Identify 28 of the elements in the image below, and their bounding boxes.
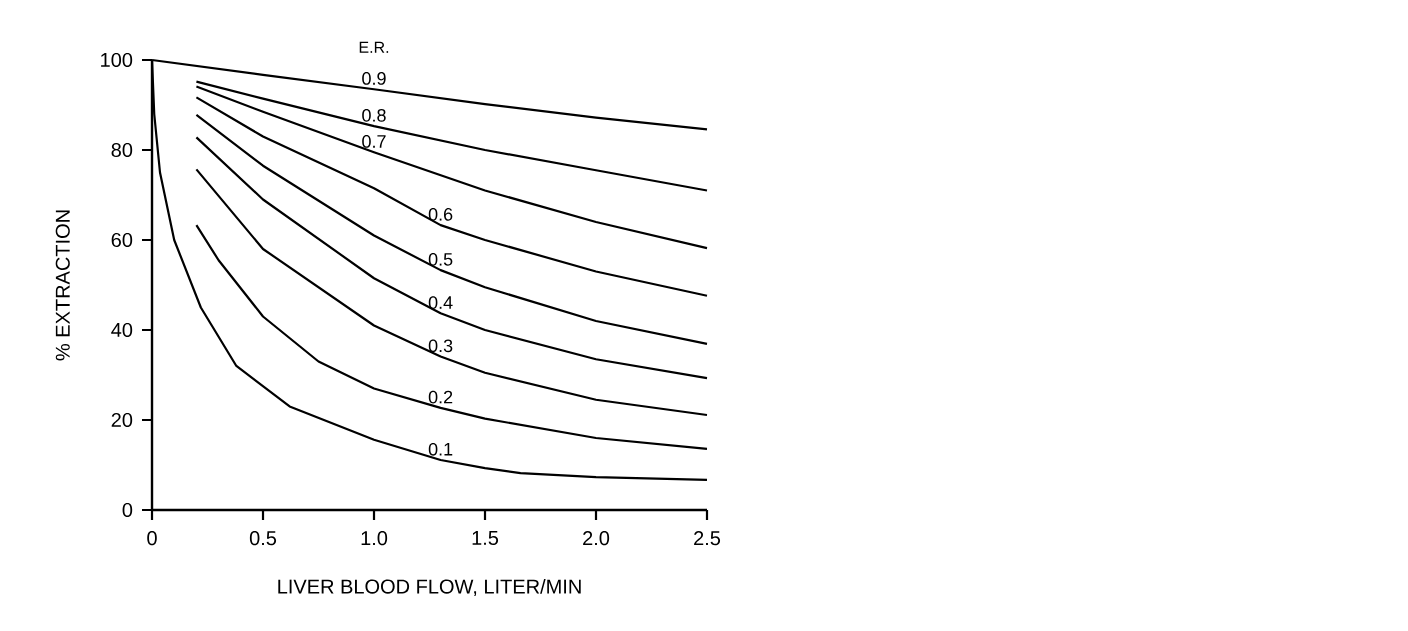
y-tick-label: 100 — [101, 52, 133, 68]
series-label: 0.3 — [428, 339, 453, 353]
y-tick-label: 20 — [111, 412, 133, 428]
series-label: 0.9 — [362, 72, 386, 85]
y-tick-label: 60 — [111, 232, 133, 248]
x-tick-label: 1.0 — [361, 531, 388, 546]
y-tick-label: 80 — [111, 142, 133, 158]
x-tick-label: 2.0 — [583, 531, 610, 546]
line-series — [195, 85, 709, 250]
line-series — [195, 96, 709, 297]
x-tick-label: 0.5 — [249, 531, 277, 546]
line-series — [195, 168, 709, 417]
series-label: 0.4 — [428, 296, 453, 309]
series-label: 0.8 — [362, 108, 386, 122]
legend-title: E.R. — [359, 41, 389, 53]
y-tick-label: 0 — [122, 502, 133, 518]
x-tick-label: 2.5 — [694, 531, 721, 546]
series-label: 0.5 — [428, 252, 453, 266]
y-tick-label: 40 — [111, 322, 133, 338]
series-label: 0.2 — [428, 390, 453, 404]
series-label: 0.1 — [428, 442, 453, 456]
y-axis-title: % EXTRACTION — [55, 210, 70, 361]
line-series — [195, 136, 709, 380]
series-label: 0.6 — [428, 207, 453, 221]
x-tick-label: 0 — [147, 531, 157, 546]
x-axis-title: LIVER BLOOD FLOW, LITER/MIN — [278, 578, 581, 597]
series-label: 0.7 — [362, 135, 386, 148]
x-tick-label: 1.5 — [472, 531, 499, 545]
